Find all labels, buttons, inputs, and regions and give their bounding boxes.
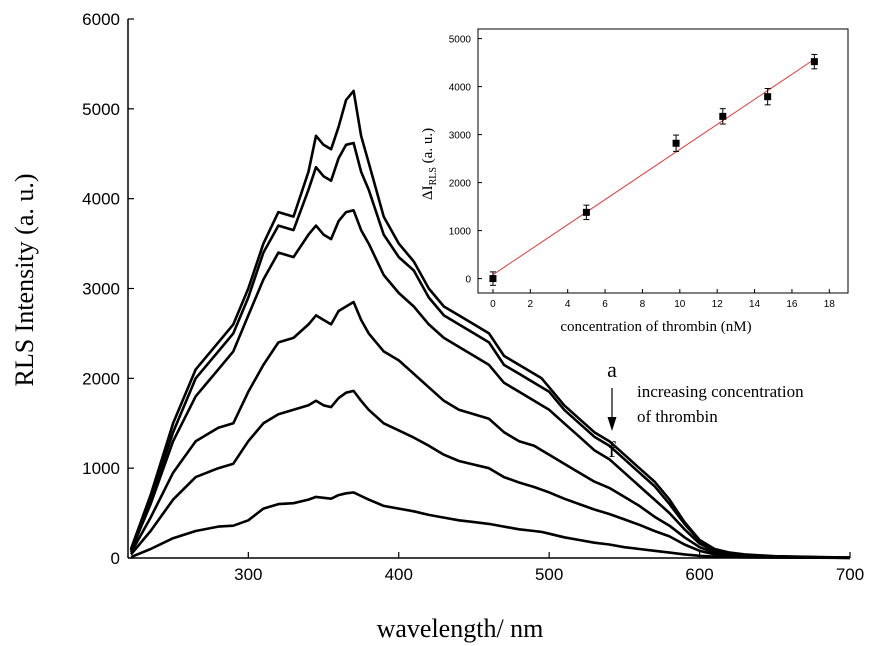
inset-y-tick-label: 5000	[449, 35, 472, 46]
inset-y-tick-label: 0	[465, 275, 471, 286]
main-series-lines	[129, 89, 851, 560]
inset-x-tick-label: 10	[674, 299, 686, 310]
inset-y-tick-label: 1000	[449, 227, 472, 238]
main-y-tick-label: 5000	[82, 100, 120, 119]
main-y-ticks: 0 1000 2000 3000 4000 5000 6000	[82, 10, 134, 568]
main-x-tick-label: 600	[685, 565, 713, 584]
inset-data-point	[719, 112, 727, 120]
main-plot: 300 400 500 600 700 010002000300040005000600…	[10, 10, 864, 643]
inset-x-tick-label: 18	[824, 299, 836, 310]
spectrum-line-f	[130, 491, 851, 560]
main-y-tick-label: 1000	[82, 459, 120, 478]
main-x-axis-label: wavelength/ nm	[377, 614, 544, 643]
main-x-tick-label: 700	[836, 565, 864, 584]
inset-y-label-main: ΔI	[420, 185, 436, 200]
inset-x-tick-label: 8	[640, 299, 646, 310]
inset-y-axis-label: ΔIRLS (a. u.)	[420, 128, 439, 200]
annotation-note-line2: of thrombin	[637, 407, 718, 426]
main-y-tick-label: 3000	[82, 280, 120, 299]
main-y-axis-label: RLS Intensity (a. u.)	[10, 173, 39, 386]
inset-data-point	[672, 139, 680, 147]
inset-y-tick-label: 3000	[449, 131, 472, 142]
inset-x-tick-label: 14	[749, 299, 761, 310]
inset-x-tick-label: 4	[565, 299, 571, 310]
main-y-tick-label: 4000	[82, 190, 120, 209]
inset-x-axis-label: concentration of thrombin (nM)	[560, 319, 751, 335]
series-label-a: a	[607, 357, 617, 382]
inset-y-label-tail: (a. u.)	[420, 128, 436, 167]
inset-data-point	[764, 93, 772, 101]
inset-y-ticks: 0 1000 2000 3000 4000 5000	[449, 35, 482, 286]
inset-x-tick-label: 6	[602, 299, 608, 310]
spectrum-line-b	[129, 141, 851, 559]
inset-x-ticks: 0 2 4 6 8 10 12 14 16 18	[490, 289, 835, 310]
inset-x-tick-label: 16	[786, 299, 798, 310]
main-y-tick-label: 0	[111, 549, 120, 568]
series-label-f: f	[608, 437, 616, 462]
inset-y-tick-label: 2000	[449, 179, 472, 190]
inset-data-point	[582, 208, 590, 216]
main-y-tick-label: 2000	[82, 369, 120, 388]
inset-y-label-sub: RLS	[428, 167, 439, 185]
inset-data-points	[489, 53, 818, 286]
inset-data-point	[489, 275, 497, 283]
inset-data-point	[810, 58, 818, 66]
main-y-tick-label: 6000	[82, 10, 120, 29]
spectrum-line-d	[129, 300, 851, 560]
inset-x-tick-label: 12	[712, 299, 724, 310]
annotation-note-line1: increasing concentration	[637, 382, 804, 401]
main-x-tick-label: 400	[385, 565, 413, 584]
inset-fit-line	[492, 58, 815, 276]
main-x-tick-label: 500	[535, 565, 563, 584]
inset-x-tick-label: 0	[490, 299, 496, 310]
spectrum-line-a	[129, 89, 851, 559]
spectrum-line-c	[129, 209, 851, 559]
direction-arrow-head-icon	[607, 417, 617, 431]
inset-plot: 0 2 4 6 8 10 12 14 16 18 0 1000 2000 3000 4000 5000 co…	[420, 28, 849, 335]
main-x-ticks: 300 400 500 600 700	[234, 552, 864, 584]
spectrum-line-e	[130, 389, 851, 560]
inset-y-tick-label: 4000	[449, 83, 472, 94]
main-x-tick-label: 300	[234, 565, 262, 584]
inset-x-tick-label: 2	[528, 299, 534, 310]
